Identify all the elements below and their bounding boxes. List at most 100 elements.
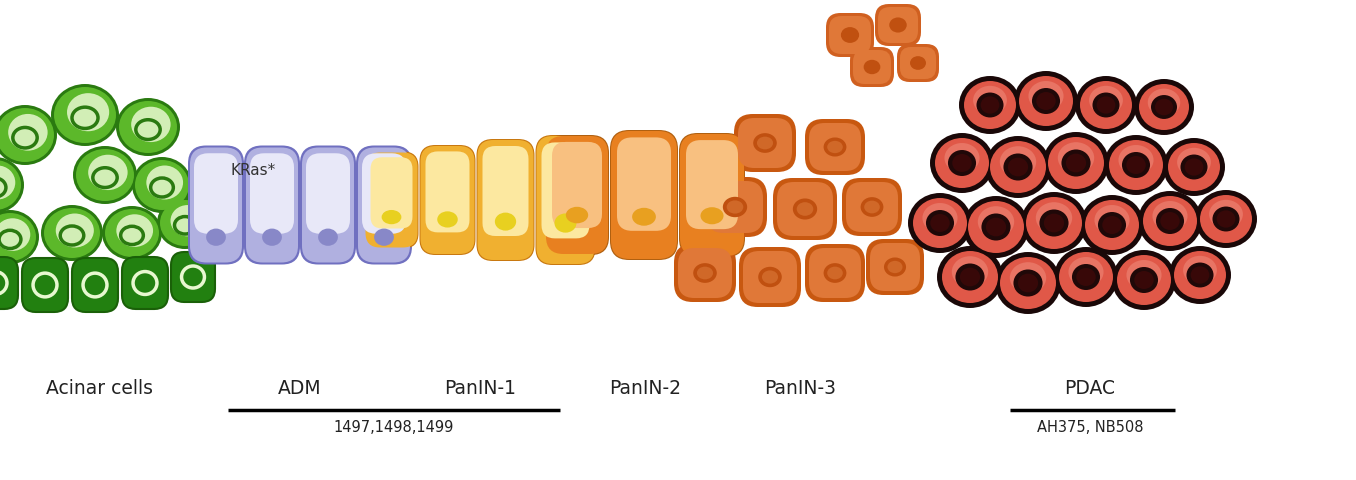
FancyBboxPatch shape xyxy=(877,7,918,43)
Ellipse shape xyxy=(762,270,778,284)
Ellipse shape xyxy=(999,146,1036,178)
Ellipse shape xyxy=(319,228,338,246)
Ellipse shape xyxy=(959,76,1021,134)
Ellipse shape xyxy=(76,149,134,201)
Ellipse shape xyxy=(1195,190,1257,248)
Ellipse shape xyxy=(841,27,860,43)
Ellipse shape xyxy=(864,60,880,74)
Ellipse shape xyxy=(0,166,15,200)
Ellipse shape xyxy=(117,214,153,247)
FancyBboxPatch shape xyxy=(365,152,419,249)
Ellipse shape xyxy=(1200,195,1252,243)
FancyBboxPatch shape xyxy=(810,123,861,171)
Ellipse shape xyxy=(1181,155,1208,180)
FancyBboxPatch shape xyxy=(190,147,241,263)
Ellipse shape xyxy=(0,213,37,261)
Ellipse shape xyxy=(56,214,94,248)
Text: 1497,1498,1499: 1497,1498,1499 xyxy=(334,420,454,435)
Ellipse shape xyxy=(757,137,773,149)
Ellipse shape xyxy=(1013,269,1043,297)
Ellipse shape xyxy=(827,266,843,279)
Ellipse shape xyxy=(693,263,717,283)
Ellipse shape xyxy=(1102,216,1121,234)
Ellipse shape xyxy=(1155,208,1184,234)
Ellipse shape xyxy=(146,166,183,200)
FancyBboxPatch shape xyxy=(306,153,350,234)
Ellipse shape xyxy=(982,214,1010,240)
Ellipse shape xyxy=(1040,209,1069,237)
Ellipse shape xyxy=(102,206,161,260)
Ellipse shape xyxy=(132,157,193,213)
Ellipse shape xyxy=(1077,268,1096,286)
FancyBboxPatch shape xyxy=(483,146,529,236)
FancyBboxPatch shape xyxy=(850,47,894,87)
Ellipse shape xyxy=(827,141,843,153)
FancyBboxPatch shape xyxy=(810,248,861,298)
FancyBboxPatch shape xyxy=(370,157,412,228)
Ellipse shape xyxy=(890,17,907,33)
Ellipse shape xyxy=(1062,149,1090,177)
Text: PanIN-3: PanIN-3 xyxy=(763,379,837,397)
FancyBboxPatch shape xyxy=(738,118,792,168)
Ellipse shape xyxy=(1191,266,1210,284)
Ellipse shape xyxy=(1119,145,1154,175)
Ellipse shape xyxy=(381,210,401,224)
FancyBboxPatch shape xyxy=(777,182,833,236)
FancyBboxPatch shape xyxy=(358,147,410,263)
Ellipse shape xyxy=(976,93,1003,118)
Ellipse shape xyxy=(206,228,226,246)
Ellipse shape xyxy=(1168,143,1220,191)
Ellipse shape xyxy=(701,207,724,224)
Ellipse shape xyxy=(697,266,713,279)
Ellipse shape xyxy=(262,228,282,246)
FancyBboxPatch shape xyxy=(537,136,594,264)
FancyBboxPatch shape xyxy=(250,153,294,234)
Ellipse shape xyxy=(753,133,777,153)
Ellipse shape xyxy=(956,264,984,290)
Ellipse shape xyxy=(797,202,814,216)
Ellipse shape xyxy=(41,205,103,261)
Ellipse shape xyxy=(1085,200,1139,250)
Ellipse shape xyxy=(1130,267,1158,293)
Ellipse shape xyxy=(0,157,24,213)
FancyBboxPatch shape xyxy=(805,119,865,175)
FancyBboxPatch shape xyxy=(300,145,357,264)
FancyBboxPatch shape xyxy=(536,135,595,265)
Ellipse shape xyxy=(1036,92,1056,110)
FancyBboxPatch shape xyxy=(545,135,609,255)
Ellipse shape xyxy=(119,101,178,153)
Ellipse shape xyxy=(1075,76,1136,134)
FancyBboxPatch shape xyxy=(773,178,837,240)
Ellipse shape xyxy=(944,143,979,173)
Ellipse shape xyxy=(986,217,1006,236)
FancyBboxPatch shape xyxy=(476,139,534,261)
FancyBboxPatch shape xyxy=(194,153,239,234)
Ellipse shape xyxy=(171,205,205,236)
Ellipse shape xyxy=(1182,256,1216,285)
Ellipse shape xyxy=(1010,262,1047,293)
FancyBboxPatch shape xyxy=(679,134,744,256)
FancyBboxPatch shape xyxy=(617,137,671,231)
Ellipse shape xyxy=(1032,88,1060,114)
FancyBboxPatch shape xyxy=(829,16,871,54)
Ellipse shape xyxy=(1028,81,1063,111)
Ellipse shape xyxy=(0,105,57,165)
Ellipse shape xyxy=(974,86,1008,115)
Ellipse shape xyxy=(1155,99,1173,115)
Ellipse shape xyxy=(913,198,967,248)
FancyBboxPatch shape xyxy=(612,131,677,259)
Ellipse shape xyxy=(1121,152,1150,178)
Ellipse shape xyxy=(1185,158,1203,176)
FancyBboxPatch shape xyxy=(842,178,902,236)
Ellipse shape xyxy=(937,246,1003,308)
FancyBboxPatch shape xyxy=(244,145,300,264)
Ellipse shape xyxy=(88,155,127,190)
Ellipse shape xyxy=(1003,154,1032,180)
Ellipse shape xyxy=(1054,247,1117,307)
Ellipse shape xyxy=(909,193,972,253)
Ellipse shape xyxy=(984,136,1051,198)
Ellipse shape xyxy=(1134,271,1154,289)
Ellipse shape xyxy=(1109,140,1163,190)
Ellipse shape xyxy=(758,267,782,287)
Ellipse shape xyxy=(968,201,1024,253)
